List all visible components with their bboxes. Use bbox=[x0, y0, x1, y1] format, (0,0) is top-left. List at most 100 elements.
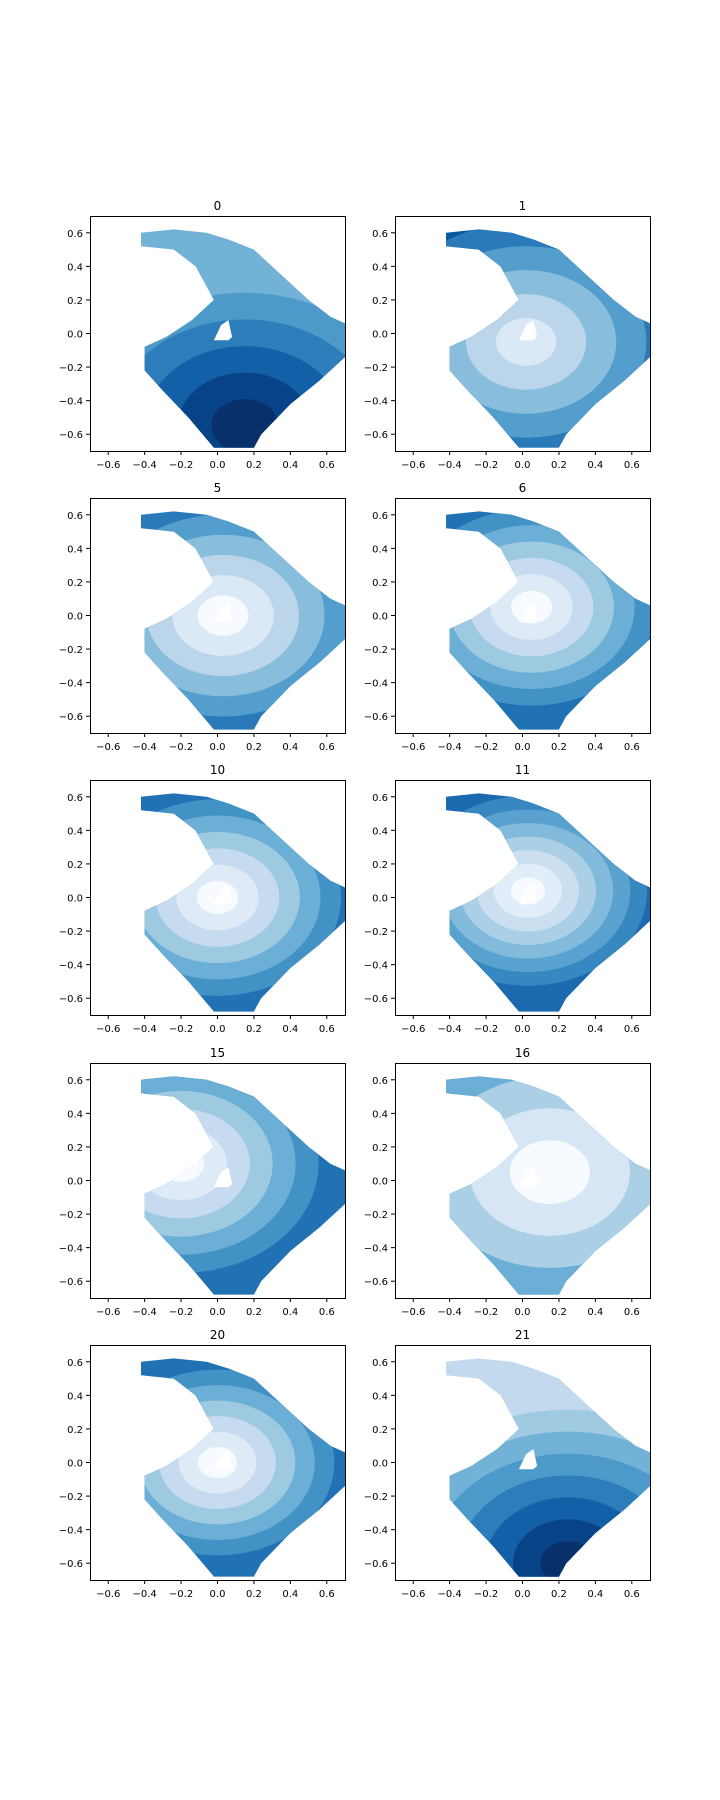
y-tick-label: 0.0 bbox=[372, 612, 388, 623]
y-tick-label: 0.2 bbox=[67, 1425, 83, 1436]
panel-0: −0.6 −0.4 −0.2 0.0 0.2 0.4 0.6 −0.6 −0.4 −0.2 0.0 0… bbox=[59, 199, 346, 471]
y-tick-label: −0.2 bbox=[59, 1492, 83, 1503]
y-tick-label: −0.4 bbox=[364, 679, 388, 690]
panel-title: 5 bbox=[214, 481, 222, 495]
y-tick-label: 0.6 bbox=[67, 1358, 83, 1369]
y-tick-label: −0.6 bbox=[59, 994, 83, 1005]
x-tick-label: 0.0 bbox=[515, 1589, 531, 1600]
x-tick-label: 0.2 bbox=[551, 1024, 567, 1035]
x-tick-label: −0.4 bbox=[132, 1307, 156, 1318]
panel-title: 6 bbox=[519, 481, 527, 495]
y-tick-label: 0.2 bbox=[67, 578, 83, 589]
x-tick-label: 0.2 bbox=[551, 460, 567, 471]
x-tick-label: 0.6 bbox=[624, 1589, 640, 1600]
panel-grid: −0.6 −0.4 −0.2 0.0 0.2 0.4 0.6 −0.6 −0.4 −0.2 0.0 0… bbox=[59, 199, 651, 1600]
x-tick-label: −0.2 bbox=[474, 742, 498, 753]
panel-title: 21 bbox=[515, 1328, 530, 1342]
x-tick-label: 0.4 bbox=[587, 1307, 603, 1318]
domain-hole bbox=[518, 1449, 538, 1470]
panel-11: −0.6 −0.4 −0.2 0.0 0.2 0.4 0.6 −0.6 −0.4 −0.2 0.0 0… bbox=[364, 763, 651, 1035]
x-tick-label: 0.6 bbox=[624, 1024, 640, 1035]
contour-level-5 bbox=[211, 399, 279, 448]
y-tick-label: 0.6 bbox=[67, 511, 83, 522]
contour-fill bbox=[141, 1076, 345, 1295]
domain-hole bbox=[213, 1449, 233, 1470]
y-tick-label: 0.2 bbox=[372, 860, 388, 871]
x-tick-label: 0.6 bbox=[624, 1307, 640, 1318]
x-tick-label: −0.4 bbox=[437, 460, 461, 471]
y-tick-label: −0.4 bbox=[59, 1526, 83, 1537]
domain-hole bbox=[518, 884, 538, 905]
y-tick-label: 0.4 bbox=[67, 1109, 83, 1120]
y-tick-label: −0.4 bbox=[59, 961, 83, 972]
y-tick-label: 0.4 bbox=[372, 1391, 388, 1402]
x-tick-label: 0.2 bbox=[246, 460, 262, 471]
x-tick-label: 0.0 bbox=[210, 742, 226, 753]
y-tick-label: 0.6 bbox=[372, 1358, 388, 1369]
y-tick-label: 0.0 bbox=[372, 330, 388, 341]
domain-hole bbox=[518, 320, 538, 341]
panel-title: 1 bbox=[519, 199, 527, 213]
x-tick-label: −0.4 bbox=[132, 460, 156, 471]
y-tick-label: 0.6 bbox=[372, 1076, 388, 1087]
x-tick-label: −0.2 bbox=[474, 1307, 498, 1318]
y-tick-label: −0.4 bbox=[59, 679, 83, 690]
panel-6: −0.6 −0.4 −0.2 0.0 0.2 0.4 0.6 −0.6 −0.4 −0.2 0.0 0… bbox=[364, 481, 651, 753]
contour-level-5 bbox=[495, 318, 557, 366]
contour-fill bbox=[141, 229, 345, 448]
x-tick-label: 0.6 bbox=[624, 742, 640, 753]
contour-level-6 bbox=[158, 1145, 205, 1182]
x-tick-label: −0.4 bbox=[437, 1024, 461, 1035]
panel-title: 10 bbox=[210, 763, 225, 777]
y-tick-label: 0.6 bbox=[67, 793, 83, 804]
y-tick-label: −0.6 bbox=[59, 712, 83, 723]
x-tick-label: 0.0 bbox=[515, 1307, 531, 1318]
x-tick-label: −0.4 bbox=[132, 742, 156, 753]
y-tick-label: −0.6 bbox=[59, 430, 83, 441]
y-tick-label: −0.2 bbox=[364, 1492, 388, 1503]
panel-21: −0.6 −0.4 −0.2 0.0 0.2 0.4 0.6 −0.6 −0.4 −0.2 0.0 0… bbox=[364, 1328, 651, 1600]
y-tick-label: −0.6 bbox=[364, 994, 388, 1005]
y-tick-label: 0.0 bbox=[67, 330, 83, 341]
y-tick-label: 0.4 bbox=[67, 1391, 83, 1402]
y-tick-label: 0.0 bbox=[372, 1459, 388, 1470]
domain-hole bbox=[213, 602, 233, 623]
x-tick-label: −0.2 bbox=[474, 460, 498, 471]
y-tick-label: −0.2 bbox=[59, 1210, 83, 1221]
y-tick-label: −0.2 bbox=[59, 927, 83, 938]
x-tick-label: 0.4 bbox=[282, 1307, 298, 1318]
x-tick-label: −0.6 bbox=[401, 1307, 425, 1318]
x-tick-label: 0.2 bbox=[551, 1589, 567, 1600]
y-tick-label: −0.6 bbox=[364, 1559, 388, 1570]
x-tick-label: 0.4 bbox=[587, 742, 603, 753]
contour-level-4 bbox=[509, 1140, 590, 1204]
x-tick-label: 0.4 bbox=[282, 460, 298, 471]
panel-10: −0.6 −0.4 −0.2 0.0 0.2 0.4 0.6 −0.6 −0.4 −0.2 0.0 0… bbox=[59, 763, 346, 1035]
x-tick-label: 0.2 bbox=[246, 1307, 262, 1318]
y-tick-label: −0.4 bbox=[364, 961, 388, 972]
x-tick-label: 0.4 bbox=[587, 460, 603, 471]
y-tick-label: 0.0 bbox=[67, 894, 83, 905]
panel-5: −0.6 −0.4 −0.2 0.0 0.2 0.4 0.6 −0.6 −0.4 −0.2 0.0 0… bbox=[59, 481, 346, 753]
contour-fill bbox=[446, 1358, 650, 1577]
x-tick-label: 0.2 bbox=[246, 742, 262, 753]
panel-title: 15 bbox=[210, 1046, 225, 1060]
contour-level-7 bbox=[540, 1541, 596, 1577]
x-tick-label: 0.6 bbox=[319, 460, 335, 471]
x-tick-label: −0.2 bbox=[169, 1024, 193, 1035]
x-tick-label: −0.6 bbox=[401, 742, 425, 753]
y-tick-label: −0.2 bbox=[59, 645, 83, 656]
y-tick-label: 0.2 bbox=[372, 296, 388, 307]
x-tick-label: 0.0 bbox=[210, 1589, 226, 1600]
x-tick-label: −0.4 bbox=[132, 1024, 156, 1035]
x-tick-label: −0.2 bbox=[474, 1024, 498, 1035]
x-tick-label: −0.2 bbox=[169, 460, 193, 471]
y-tick-label: 0.0 bbox=[67, 612, 83, 623]
x-tick-label: 0.6 bbox=[319, 1024, 335, 1035]
y-tick-label: 0.4 bbox=[67, 262, 83, 273]
panel-title: 16 bbox=[515, 1046, 530, 1060]
x-tick-label: −0.2 bbox=[474, 1589, 498, 1600]
y-tick-label: 0.2 bbox=[372, 1425, 388, 1436]
x-tick-label: 0.2 bbox=[246, 1589, 262, 1600]
